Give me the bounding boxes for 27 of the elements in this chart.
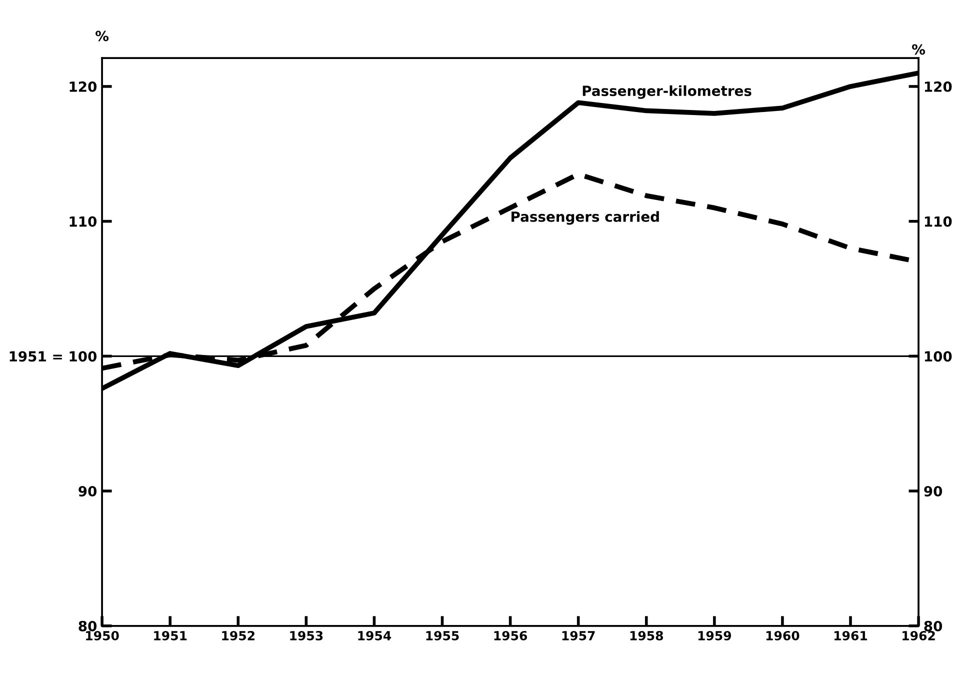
series-label: Passenger-kilometres <box>582 85 752 99</box>
x-tick-label: 1953 <box>290 630 323 640</box>
x-tick-label: 1950 <box>86 630 119 640</box>
y-tick-label: 90 <box>78 486 97 496</box>
y-tick-label: 1951 = 100 <box>10 351 97 362</box>
x-tick-label: 1961 <box>834 630 868 640</box>
x-tick-label: 1952 <box>222 630 254 640</box>
y2-tick-label: 80 <box>924 620 942 632</box>
x-tick-label: 1957 <box>562 630 595 640</box>
y-tick-label: 80 <box>78 620 97 632</box>
x-tick-label: 1956 <box>494 630 528 640</box>
y2-tick-label: 110 <box>924 216 952 227</box>
x-tick-label: 1962 <box>902 630 935 640</box>
x-tick-label: 1951 <box>154 630 187 640</box>
x-tick-label: 1960 <box>766 630 800 640</box>
y-axis-title: % <box>96 30 109 42</box>
y2-tick-label: 90 <box>924 486 942 496</box>
series-label: Passengers carried <box>512 211 659 225</box>
x-tick-label: 1958 <box>630 630 663 640</box>
y-tick-label: 120 <box>70 81 97 92</box>
y2-axis-title: % <box>912 44 926 55</box>
x-tick-label: 1959 <box>698 630 732 640</box>
x-tick-label: 1955 <box>426 630 459 640</box>
y2-tick-label: 120 <box>924 81 952 92</box>
y-tick-label: 110 <box>70 216 97 227</box>
y2-tick-label: 100 <box>924 351 952 362</box>
x-tick-label: 1954 <box>358 630 392 640</box>
